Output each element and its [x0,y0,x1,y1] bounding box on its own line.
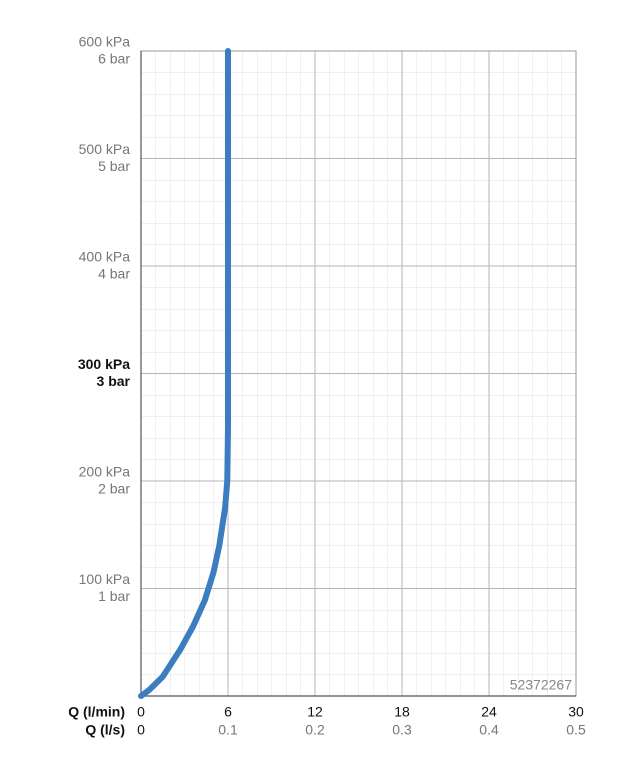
x-tick-label: 0 [137,704,145,720]
y2-tick-label: 4 bar [98,266,130,282]
curve [138,48,231,699]
x-tick-label: 18 [394,704,410,720]
y-tick-label: 300 kPa [78,356,130,372]
y2-tick-label: 6 bar [98,51,130,67]
y-tick-label: 400 kPa [79,249,131,265]
y-tick-label: 200 kPa [79,464,131,480]
y2-tick-label: 3 bar [97,373,131,389]
annotation: 52372267 [510,677,573,693]
x-tick-label: 30 [568,704,584,720]
x-axis-label: Q (l/min) [68,704,125,720]
x2-tick-label: 0.4 [479,722,499,738]
x2-tick-label: 0.2 [305,722,325,738]
x2-tick-label: 0.1 [218,722,238,738]
x-tick-label: 6 [224,704,232,720]
y-tick-label: 600 kPa [79,34,131,50]
y-tick-label: 100 kPa [79,571,131,587]
x2-axis-label: Q (l/s) [85,722,125,738]
x2-tick-label: 0.3 [392,722,412,738]
x2-tick-label: 0.5 [566,722,586,738]
y2-tick-label: 2 bar [98,481,130,497]
x2-tick-label: 0 [137,722,145,738]
x-tick-label: 12 [307,704,323,720]
y2-tick-label: 5 bar [98,158,130,174]
y-tick-label: 500 kPa [79,141,131,157]
y2-tick-label: 1 bar [98,588,130,604]
x-tick-label: 24 [481,704,497,720]
